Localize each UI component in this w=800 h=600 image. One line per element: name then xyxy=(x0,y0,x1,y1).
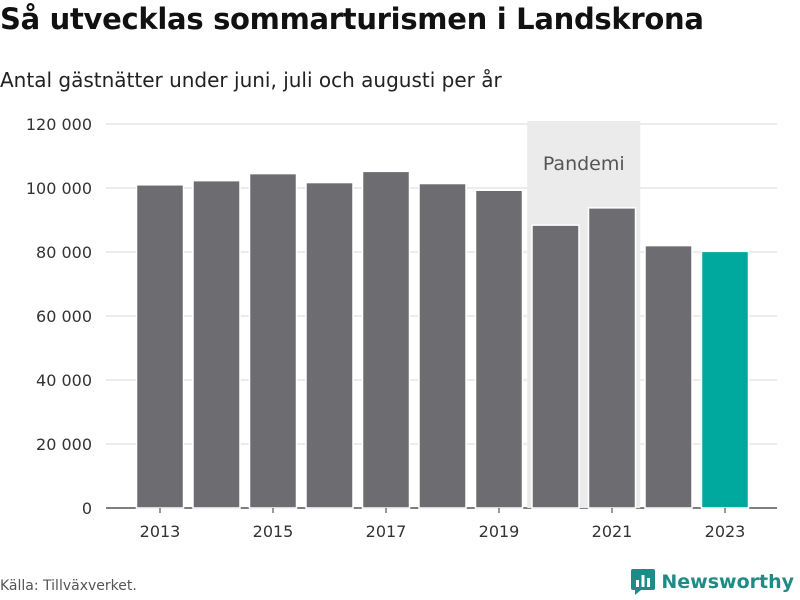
x-tick-label: 2015 xyxy=(253,522,294,541)
y-tick-label: 0 xyxy=(82,499,92,518)
brand-logo: Newsworthy xyxy=(631,569,794,595)
y-tick-label: 20 000 xyxy=(36,435,92,454)
newsworthy-logo-icon xyxy=(631,569,656,595)
bar-2016 xyxy=(305,181,354,509)
bar-2018 xyxy=(418,182,467,509)
y-tick-label: 60 000 xyxy=(36,307,92,326)
y-axis-ticks: 0 20 000 40 000 60 000 80 000 100 000 120 000 xyxy=(26,115,92,518)
source-note: Källa: Tillväxverket. xyxy=(0,578,137,594)
bar-2014 xyxy=(192,179,241,509)
bar-2021 xyxy=(587,207,637,509)
x-tick-label: 2021 xyxy=(592,522,633,541)
pandemic-label: Pandemi xyxy=(543,153,625,175)
x-tick-label: 2017 xyxy=(366,522,407,541)
y-tick-label: 100 000 xyxy=(26,179,92,198)
brand-name: Newsworthy xyxy=(661,571,794,593)
x-axis-ticks: 2013 2015 2017 2019 2021 2023 xyxy=(140,508,746,541)
bar-2015 xyxy=(248,172,298,509)
bar-2020 xyxy=(531,224,580,509)
y-tick-label: 80 000 xyxy=(36,243,92,262)
bars xyxy=(135,170,750,509)
bar-2019 xyxy=(474,189,524,509)
bar-2017 xyxy=(361,170,411,509)
x-tick-label: 2013 xyxy=(140,522,181,541)
chart-subtitle: Antal gästnätter under juni, juli och au… xyxy=(0,68,502,92)
bar-2022 xyxy=(644,244,693,509)
x-tick-label: 2023 xyxy=(705,522,746,541)
bar-2013 xyxy=(135,184,185,509)
y-tick-label: 40 000 xyxy=(36,371,92,390)
chart-title: Så utvecklas sommarturismen i Landskrona xyxy=(0,2,704,36)
bar-2023 xyxy=(700,250,750,509)
x-tick-label: 2019 xyxy=(479,522,520,541)
y-tick-label: 120 000 xyxy=(26,115,92,134)
